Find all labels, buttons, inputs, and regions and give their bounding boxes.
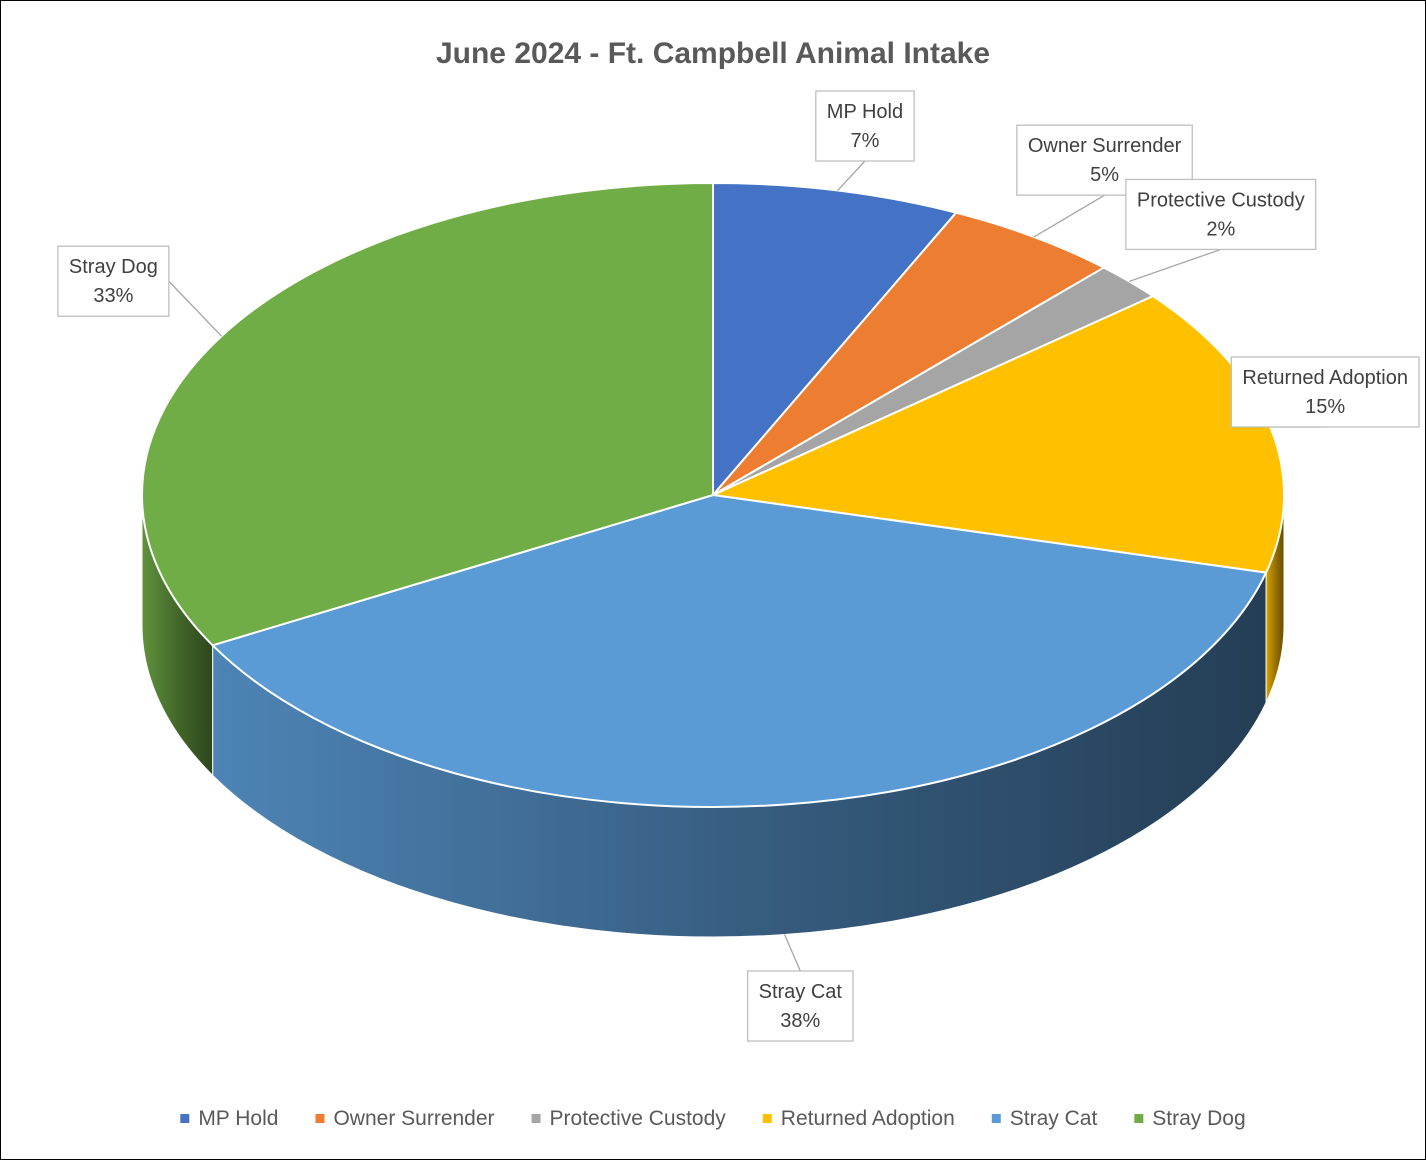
- data-label-stray-dog: Stray Dog 33%: [57, 245, 170, 317]
- legend-item-owner-surrender: Owner Surrender: [315, 1107, 495, 1130]
- data-label-value: 38%: [780, 1010, 820, 1032]
- leader-mp-hold: [837, 160, 866, 191]
- slice-mp-hold: [712, 182, 958, 496]
- data-label-returned-adoption: Returned Adoption 15%: [1230, 356, 1420, 428]
- legend-label: Protective Custody: [550, 1107, 727, 1130]
- data-label-protective-custody: Protective Custody 2%: [1125, 178, 1317, 251]
- legend-swatch: [531, 1114, 541, 1123]
- slice-stray-dog: [141, 182, 714, 647]
- legend-swatch: [762, 1114, 772, 1123]
- data-label-value: 7%: [851, 130, 880, 152]
- data-label-box: [1230, 356, 1420, 428]
- data-label-name: Protective Custody: [1137, 189, 1305, 211]
- legend-item-returned-adoption: Returned Adoption: [762, 1107, 955, 1130]
- legend-swatch: [315, 1114, 325, 1123]
- legend-label: Owner Surrender: [333, 1107, 494, 1130]
- legend-label: Stray Dog: [1152, 1107, 1245, 1130]
- legend-label: Returned Adoption: [781, 1107, 955, 1130]
- legend-label: Stray Cat: [1010, 1107, 1098, 1130]
- leader-stray-cat: [783, 934, 801, 972]
- data-labels: MP Hold 7% Owner Surrender 5% Protective Cus…: [57, 90, 1420, 1042]
- legend-swatch: [1134, 1114, 1144, 1123]
- data-label-value: 5%: [1090, 164, 1119, 186]
- slice-stray-cat: [211, 494, 1268, 808]
- legend: MP Hold Owner Surrender Protective Custody…: [180, 1107, 1246, 1130]
- legend-item-mp-hold: MP Hold: [180, 1107, 278, 1130]
- legend-item-stray-dog: Stray Dog: [1134, 1107, 1246, 1130]
- legend-swatch: [180, 1114, 190, 1123]
- data-label-name: Returned Adoption: [1242, 367, 1408, 389]
- data-label-box: [746, 970, 854, 1042]
- leader-stray-dog: [168, 280, 222, 337]
- pie-tops: [141, 182, 1285, 808]
- legend-swatch: [991, 1114, 1001, 1123]
- legend-item-stray-cat: Stray Cat: [991, 1107, 1098, 1130]
- data-label-mp-hold: MP Hold 7%: [815, 90, 915, 162]
- data-label-name: Owner Surrender: [1028, 135, 1182, 157]
- legend-item-protective-custody: Protective Custody: [531, 1107, 727, 1130]
- data-label-box: [815, 90, 915, 162]
- data-label-name: Stray Cat: [759, 981, 843, 1003]
- data-label-name: MP Hold: [827, 101, 903, 123]
- data-label-value: 33%: [93, 285, 133, 307]
- data-label-value: 2%: [1206, 218, 1235, 240]
- data-label-box: [57, 245, 170, 317]
- data-label-box: [1125, 178, 1317, 251]
- data-label-stray-cat: Stray Cat 38%: [746, 970, 854, 1042]
- leader-owner-surrender: [1033, 194, 1105, 238]
- data-label-value: 15%: [1305, 396, 1345, 418]
- data-label-name: Stray Dog: [69, 256, 158, 278]
- data-label-owner-surrender: Owner Surrender 5%: [1016, 124, 1193, 196]
- legend-label: MP Hold: [198, 1107, 278, 1130]
- leader-protective-custody: [1129, 248, 1222, 283]
- chart-title: June 2024 - Ft. Campbell Animal Intake: [436, 37, 990, 70]
